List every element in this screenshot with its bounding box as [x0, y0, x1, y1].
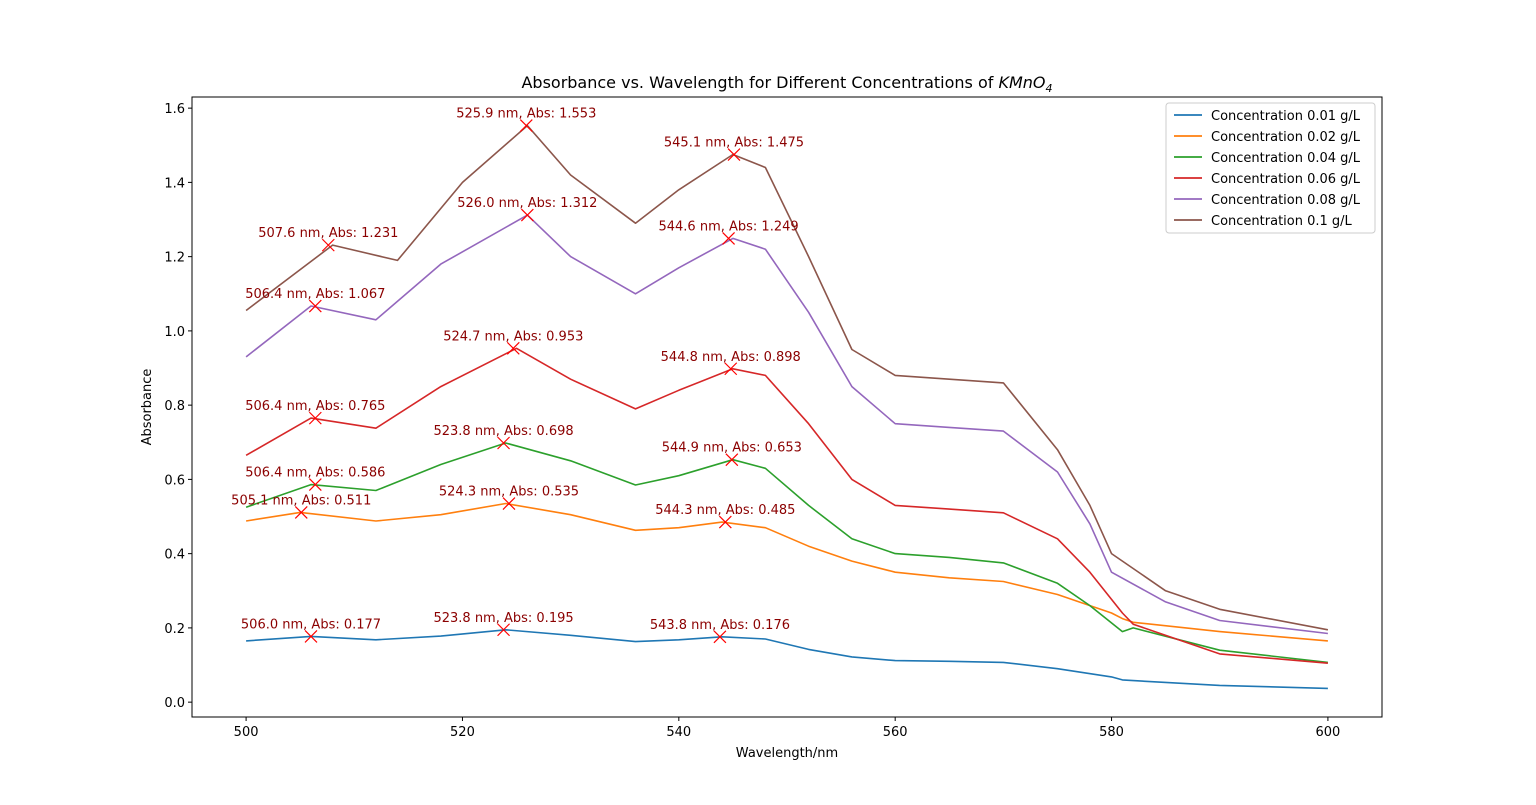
y-tick-label-5: 1.0 [164, 325, 185, 340]
series-line-0 [246, 628, 1328, 690]
series-line-3 [245, 347, 1328, 664]
series-line-5 [245, 124, 1329, 631]
peak-marker-6 [308, 478, 322, 492]
peak-annotation-12: 506.4 nm, Abs: 1.067 [245, 287, 385, 302]
peak-annotation-6: 506.4 nm, Abs: 0.586 [245, 466, 385, 481]
plot-area: 506.0 nm, Abs: 0.177 523.8 nm, Abs: 0.195… [164, 96, 1383, 740]
peak-marker-8 [725, 453, 739, 467]
peak-marker-16 [519, 119, 533, 133]
series-line-4 [245, 214, 1328, 635]
peak-marker-15 [321, 238, 335, 252]
peak-marker-11 [724, 362, 738, 376]
legend-label-1: Concentration 0.02 g/L [1211, 130, 1361, 145]
peak-marker-2 [713, 630, 727, 644]
x-tick-label-0: 500 [234, 725, 259, 740]
peak-annotation-4: 524.3 nm, Abs: 0.535 [439, 485, 579, 500]
peak-marker-10 [506, 341, 520, 355]
plot-frame [191, 96, 1383, 718]
peak-annotation-16: 525.9 nm, Abs: 1.553 [456, 107, 596, 122]
peak-marker-9 [308, 411, 322, 425]
legend-label-5: Concentration 0.1 g/L [1211, 214, 1353, 229]
x-tick-label-3: 560 [883, 725, 908, 740]
peak-annotation-3: 505.1 nm, Abs: 0.511 [231, 493, 371, 508]
series-line-2 [245, 442, 1328, 664]
legend-box [1165, 102, 1376, 234]
peak-marker-1 [497, 623, 510, 637]
peak-annotation-15: 507.6 nm, Abs: 1.231 [258, 226, 398, 241]
peak-annotation-2: 543.8 nm, Abs: 0.176 [650, 618, 790, 633]
peak-annotation-7: 523.8 nm, Abs: 0.698 [433, 424, 573, 439]
peak-annotation-5: 544.3 nm, Abs: 0.485 [655, 503, 795, 518]
peak-marker-14 [722, 232, 736, 245]
y-tick-label-0: 0.0 [164, 696, 185, 711]
peak-marker-12 [308, 299, 322, 313]
x-tick-label-5: 600 [1315, 725, 1340, 740]
peak-marker-13 [520, 208, 534, 222]
peak-marker-3 [294, 506, 308, 519]
peak-annotation-8: 544.9 nm, Abs: 0.653 [662, 441, 802, 456]
peak-annotation-11: 544.8 nm, Abs: 0.898 [661, 350, 801, 365]
legend-label-3: Concentration 0.06 g/L [1211, 172, 1361, 187]
legend: Concentration 0.01 g/L Concentration 0.02… [1165, 102, 1376, 234]
peak-annotation-14: 544.6 nm, Abs: 1.249 [658, 219, 798, 234]
peak-annotation-10: 524.7 nm, Abs: 0.953 [443, 329, 583, 344]
y-tick-label-2: 0.4 [164, 548, 185, 563]
legend-label-0: Concentration 0.01 g/L [1211, 109, 1361, 124]
peak-annotation-0: 506.0 nm, Abs: 0.177 [241, 617, 381, 632]
peak-annotation-9: 506.4 nm, Abs: 0.765 [245, 399, 385, 414]
peak-marker-7 [497, 436, 510, 450]
y-tick-label-7: 1.4 [164, 176, 185, 191]
x-axis-label: Wavelength/nm [736, 746, 838, 761]
x-tick-label-1: 520 [450, 725, 475, 740]
x-tick-label-4: 580 [1099, 725, 1124, 740]
legend-label-2: Concentration 0.04 g/L [1211, 151, 1361, 166]
peak-marker-0 [304, 630, 318, 643]
x-tick-label-2: 540 [666, 725, 691, 740]
series-line-1 [245, 502, 1328, 642]
chart-title: Absorbance vs. Wavelength for Different … [521, 73, 1052, 95]
y-tick-label-4: 0.8 [164, 399, 185, 414]
peak-annotation-17: 545.1 nm, Abs: 1.475 [664, 136, 804, 151]
peak-annotation-13: 526.0 nm, Abs: 1.312 [457, 196, 597, 211]
peak-marker-5 [718, 515, 732, 529]
legend-label-4: Concentration 0.08 g/L [1211, 193, 1361, 208]
y-tick-label-1: 0.2 [164, 622, 185, 637]
peak-marker-4 [502, 497, 516, 510]
peak-annotation-1: 523.8 nm, Abs: 0.195 [433, 611, 573, 626]
y-tick-label-3: 0.6 [164, 473, 185, 488]
y-tick-label-8: 1.6 [164, 102, 185, 117]
y-tick-label-6: 1.2 [164, 251, 185, 266]
y-axis-label: Absorbance [140, 369, 155, 446]
peak-marker-17 [727, 148, 741, 161]
